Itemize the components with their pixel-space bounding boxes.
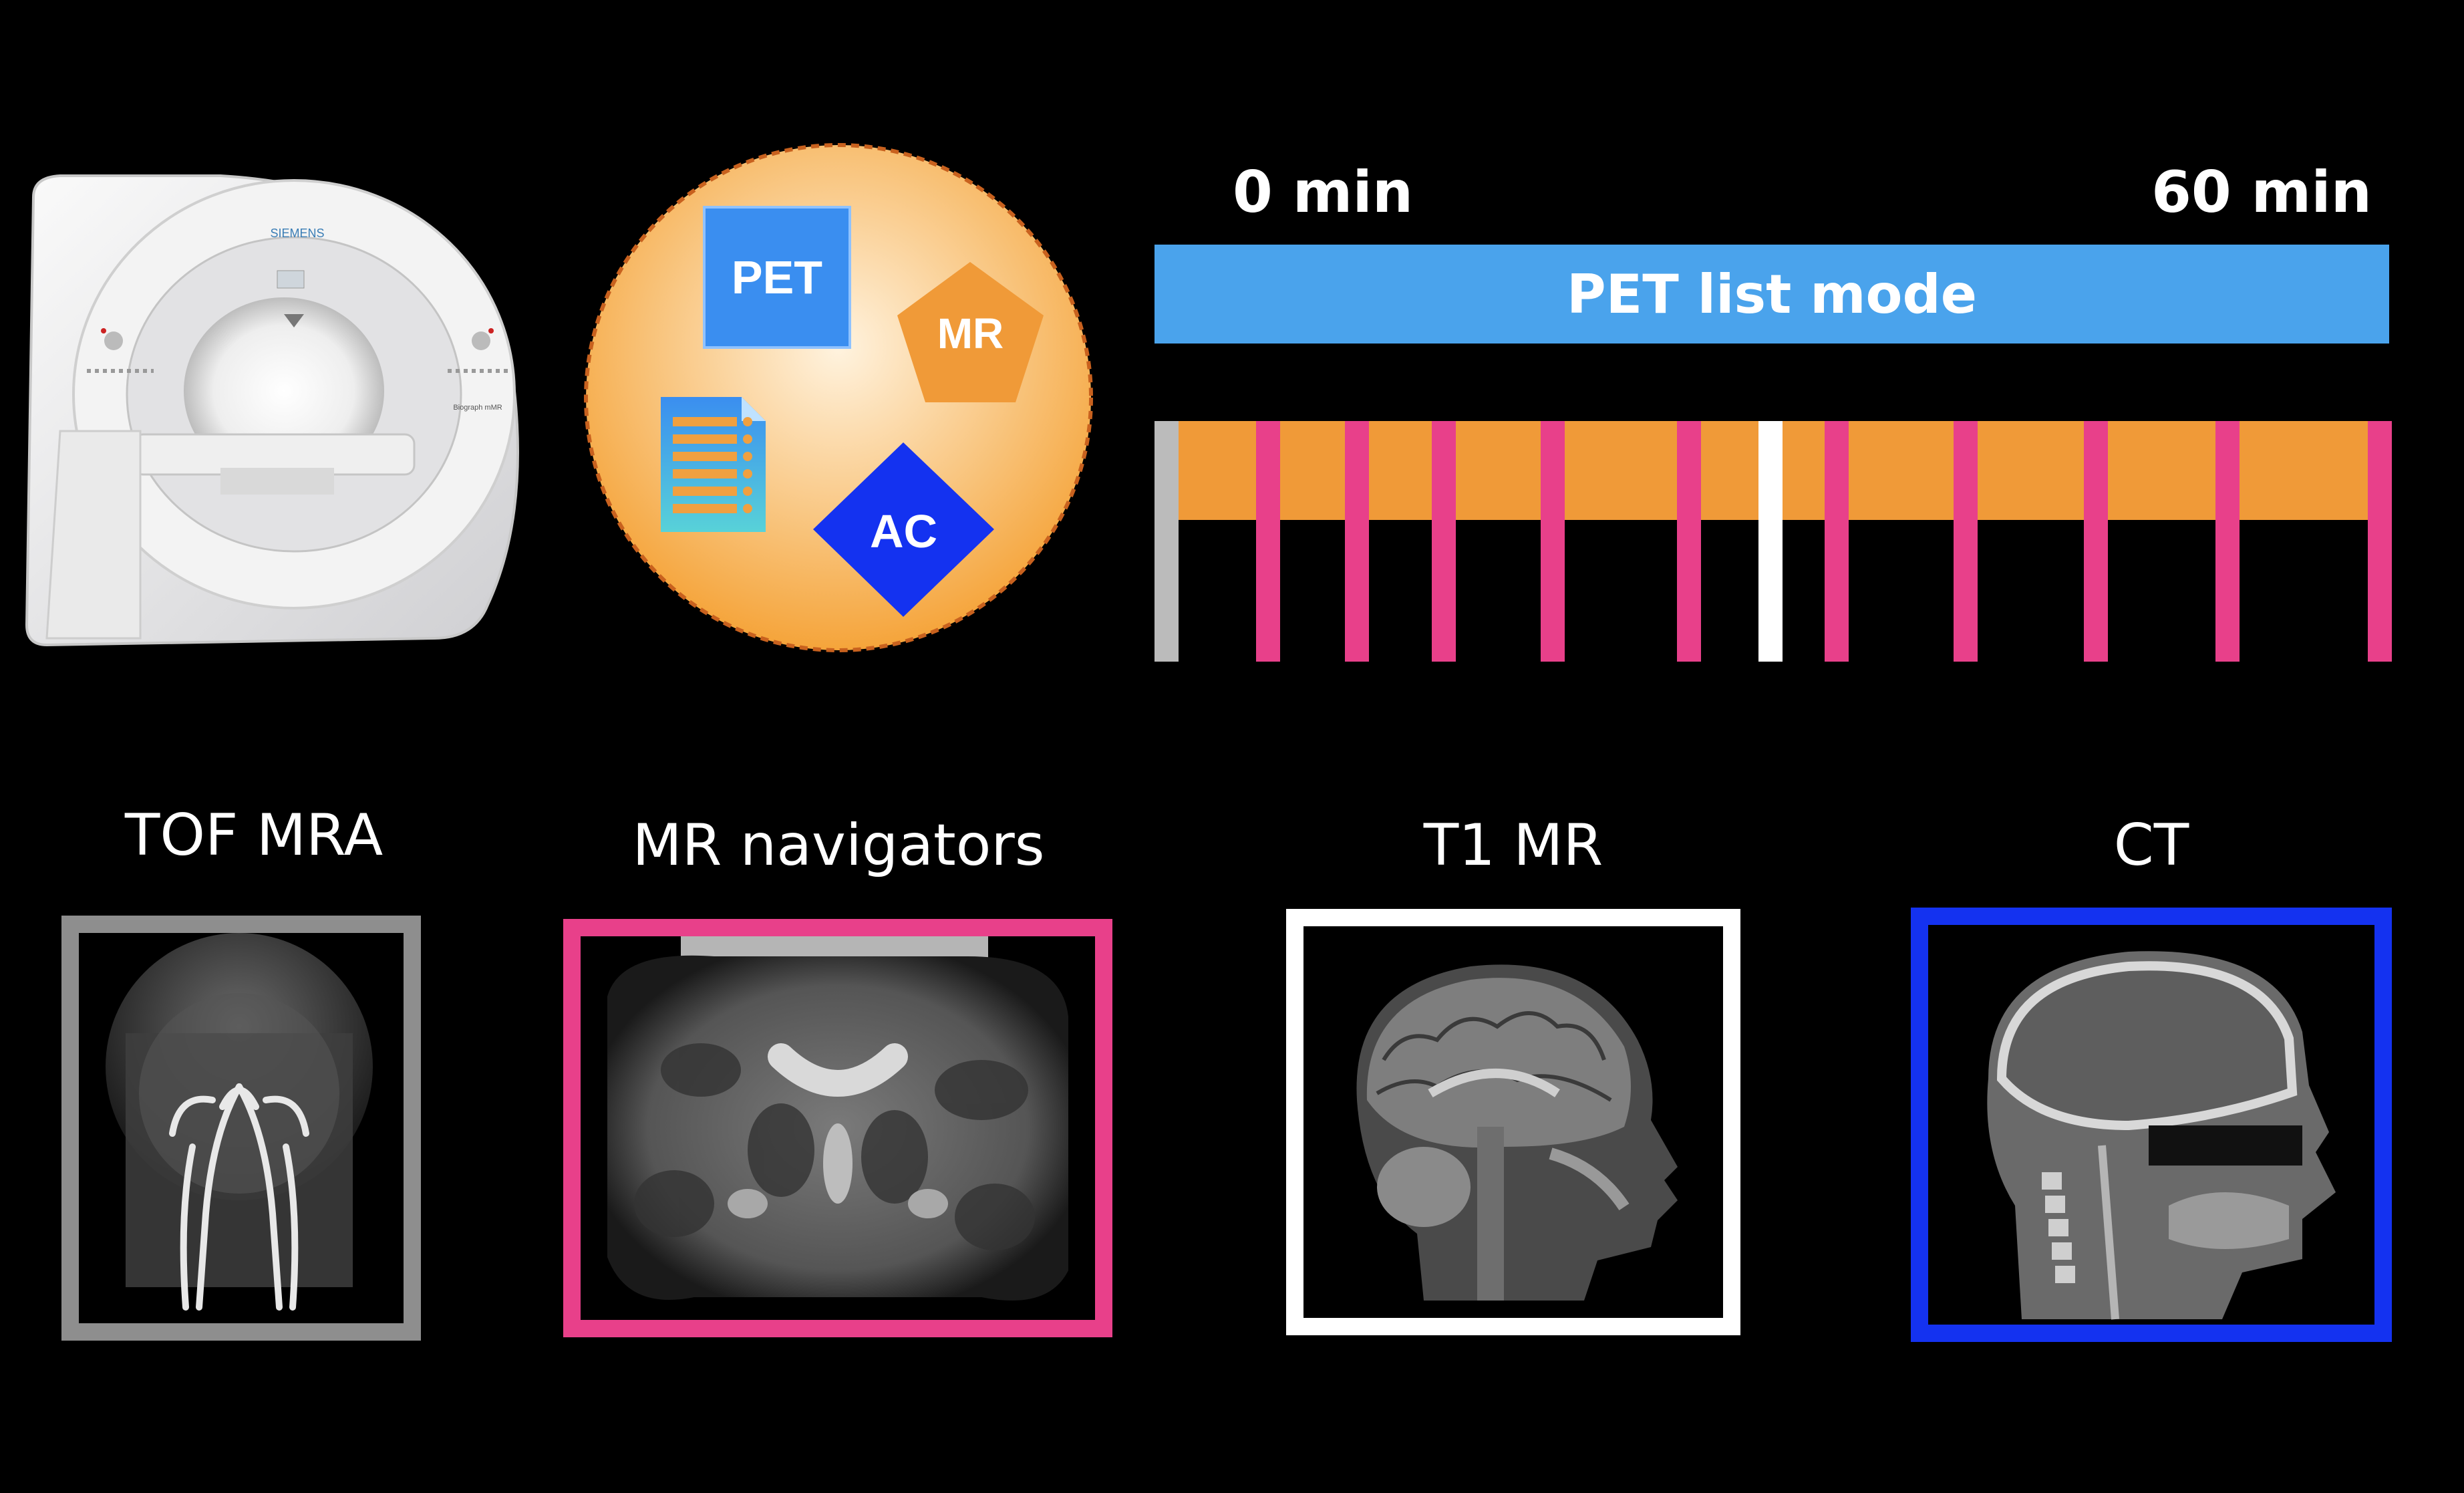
pet-icon: PET [703,206,851,349]
workflow-circle: PET MR [581,140,1096,655]
marker-mr-navigator [1825,421,1849,662]
panel-title-ct: CT [2113,812,2189,879]
scanner-model: Biograph mMR [453,404,502,412]
tof-mra-image [106,933,373,1311]
marker-mr-navigator [1954,421,1978,662]
ac-icon-label: AC [869,505,938,557]
marker-mr-navigator [2215,421,2240,662]
marker-mr-navigator [1432,421,1456,662]
marker-tof-mra [1154,421,1179,662]
panel-title-tof-mra: TOF MRA [124,802,383,869]
panel-t1-mr [1286,909,1740,1335]
marker-mr-navigator [1677,421,1701,662]
marker-mr-navigator [1541,421,1565,662]
panel-title-mr-navigators: MR navigators [632,812,1045,879]
scanner-brand: SIEMENS [270,227,324,240]
marker-mr-navigator [2084,421,2108,662]
marker-mr-navigator [1345,421,1369,662]
panel-title-t1-mr: T1 MR [1423,812,1603,879]
panel-ct [1911,908,2392,1342]
marker-t1-mr [1758,421,1783,662]
marker-mr-navigator [2368,421,2392,662]
mr-pentagon-icon: MR [895,261,1046,404]
mr-icon-label: MR [937,309,1004,358]
pet-list-mode-bar: PET list mode [1154,245,2389,344]
timeline-end-label: 60 min [2151,159,2372,226]
ac-diamond-icon: AC [812,441,995,618]
pet-icon-label: PET [731,251,823,303]
checklist-icon [658,394,768,535]
panel-mr-navigators [563,919,1112,1337]
timeline-start-label: 0 min [1232,159,1414,226]
ct-image [1987,951,2336,1320]
panel-tof-mra [61,916,421,1341]
mr-navigator-image [607,936,1068,1301]
marker-mr-navigator [1256,421,1280,662]
pet-mr-scanner: SIEMENS Biograph mMR [20,170,534,652]
marker-track [1154,421,2397,662]
t1-mr-image [1356,964,1678,1301]
pet-list-mode-label: PET list mode [1566,263,1978,325]
